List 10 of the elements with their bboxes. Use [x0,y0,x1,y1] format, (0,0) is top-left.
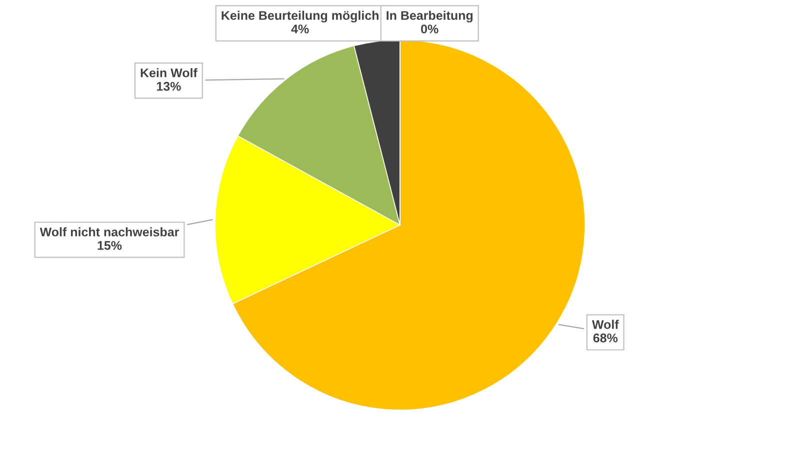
slice-label: Keine Beurteilung möglich [222,10,378,22]
data-label: 15% [98,241,122,250]
slice-label: Wolf nicht nachweisbar [40,227,180,236]
slice-label: Kein Wolf [140,68,198,78]
slice-label: Wolf [592,320,619,329]
data-label: 68% [593,334,618,342]
data-label: 4% [291,24,309,34]
category-label: In Bearbeitung [386,10,473,22]
text: 0% [421,24,438,34]
data-label: 13% [156,82,181,91]
